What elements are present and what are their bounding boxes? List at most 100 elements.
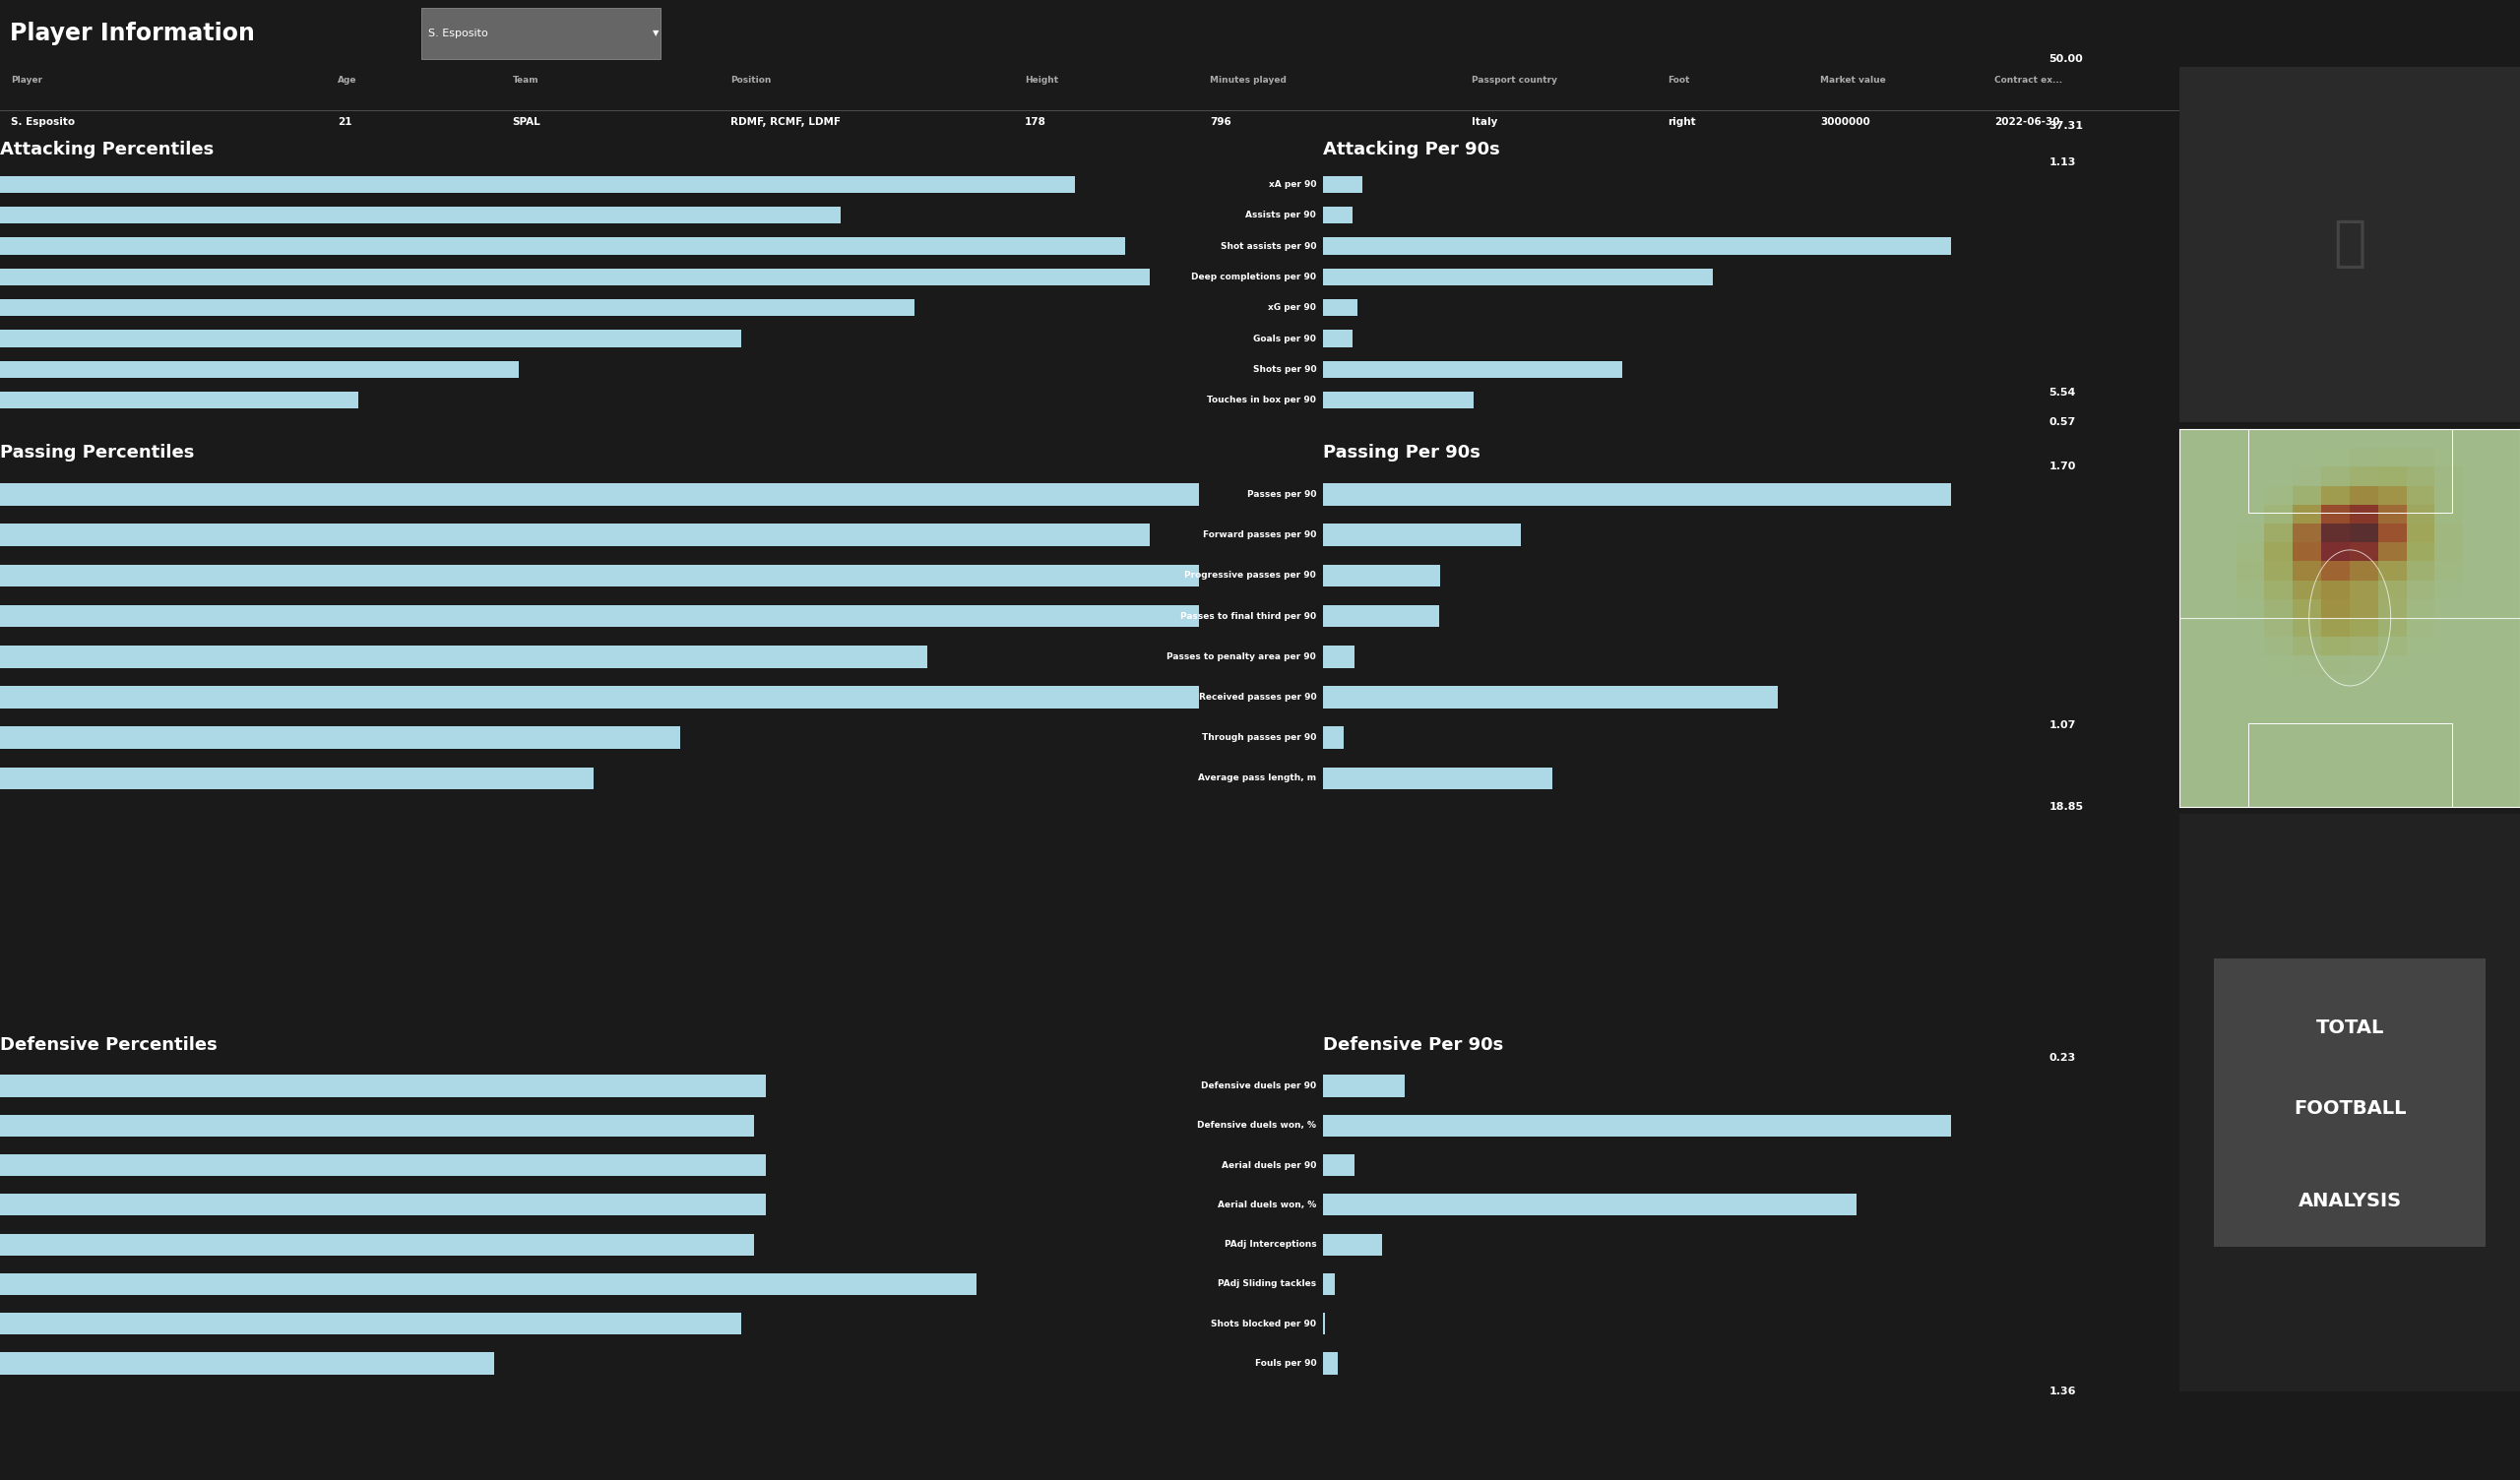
Text: Aerial duels per 90: Aerial duels per 90 (1222, 1160, 1315, 1169)
Bar (1323, 1353, 1338, 1375)
Bar (1323, 1074, 1406, 1097)
Bar (0, 1353, 494, 1375)
Text: 1.36: 1.36 (2049, 1387, 2076, 1396)
Bar (1323, 330, 1353, 346)
Text: 50.00: 50.00 (2049, 55, 2084, 64)
Text: 1.13: 1.13 (2049, 158, 2076, 167)
Text: Deep completions per 90: Deep completions per 90 (1192, 272, 1315, 281)
Text: Contract ex...: Contract ex... (1993, 75, 2061, 84)
Bar (0, 564, 1200, 586)
Text: 3000000: 3000000 (1819, 117, 1870, 127)
Bar (1323, 176, 1363, 192)
Text: 178: 178 (1026, 117, 1046, 127)
Text: Touches in box per 90: Touches in box per 90 (1207, 395, 1315, 404)
Text: Passing Percentiles: Passing Percentiles (0, 444, 194, 462)
Text: Defensive duels won, %: Defensive duels won, % (1197, 1122, 1315, 1131)
Text: Passes per 90: Passes per 90 (1247, 490, 1315, 499)
Text: Through passes per 90: Through passes per 90 (1202, 733, 1315, 741)
Text: Passes to final third per 90: Passes to final third per 90 (1179, 611, 1315, 620)
Text: TOTAL: TOTAL (2316, 1018, 2384, 1037)
Bar (1323, 361, 1623, 377)
Bar (1323, 1194, 1857, 1215)
Bar (1323, 687, 1777, 709)
Bar (1323, 1234, 1381, 1255)
Text: Italy: Italy (1472, 117, 1497, 127)
Bar (0, 392, 358, 408)
Text: Market value: Market value (1819, 75, 1885, 84)
Bar (1323, 238, 1950, 255)
Text: ▼: ▼ (653, 30, 660, 37)
Text: 796: 796 (1210, 117, 1232, 127)
Text: 2022-06-30: 2022-06-30 (1993, 117, 2059, 127)
Bar (1323, 767, 1552, 789)
Text: ANALYSIS: ANALYSIS (2298, 1191, 2402, 1211)
Text: Received passes per 90: Received passes per 90 (1200, 693, 1315, 702)
Text: Defensive Percentiles: Defensive Percentiles (0, 1036, 217, 1054)
Text: Assists per 90: Assists per 90 (1245, 210, 1315, 219)
Text: Height: Height (1026, 75, 1058, 84)
Bar (1323, 392, 1474, 408)
Text: RDMF, RCMF, LDMF: RDMF, RCMF, LDMF (731, 117, 842, 127)
Text: Defensive duels per 90: Defensive duels per 90 (1202, 1082, 1315, 1091)
Bar (0, 238, 1124, 255)
Bar (0, 207, 842, 223)
Text: Passes to penalty area per 90: Passes to penalty area per 90 (1167, 653, 1315, 662)
Text: 21: 21 (338, 117, 353, 127)
Bar (0, 176, 1076, 192)
Bar (0, 524, 1149, 546)
Bar (0, 1114, 753, 1137)
Bar (1323, 564, 1439, 586)
Bar (0, 687, 1200, 709)
Text: Minutes played: Minutes played (1210, 75, 1285, 84)
Bar (1323, 268, 1714, 286)
Text: 0.23: 0.23 (2049, 1054, 2076, 1063)
Bar (0, 299, 915, 317)
Bar (2248, 429, 2452, 512)
Bar (0, 484, 1200, 506)
Text: Shot assists per 90: Shot assists per 90 (1220, 241, 1315, 250)
Text: SPAL: SPAL (512, 117, 542, 127)
Text: Average pass length, m: Average pass length, m (1197, 774, 1315, 783)
Bar (0, 268, 1149, 286)
Bar (1323, 299, 1358, 317)
Text: FOOTBALL: FOOTBALL (2293, 1100, 2407, 1117)
Text: 0.57: 0.57 (2049, 417, 2076, 426)
Text: 1.07: 1.07 (2049, 721, 2076, 730)
Bar (2248, 724, 2452, 807)
Text: Attacking Per 90s: Attacking Per 90s (1323, 141, 1499, 158)
Text: xG per 90: xG per 90 (1268, 303, 1315, 312)
Bar (0, 645, 927, 667)
Text: PAdj Interceptions: PAdj Interceptions (1225, 1240, 1315, 1249)
Bar (1323, 605, 1439, 628)
Bar (0, 1194, 766, 1215)
Text: Position: Position (731, 75, 771, 84)
Text: 5.54: 5.54 (2049, 388, 2076, 397)
Bar (0, 361, 519, 377)
Bar (1323, 1273, 1336, 1295)
Text: Player Information: Player Information (10, 22, 255, 44)
Bar (0, 1154, 766, 1177)
Text: Player: Player (10, 75, 43, 84)
Bar (0, 727, 680, 749)
Text: 18.85: 18.85 (2049, 802, 2084, 811)
Bar (0, 1234, 753, 1255)
Text: Progressive passes per 90: Progressive passes per 90 (1184, 571, 1315, 580)
Text: Passport country: Passport country (1472, 75, 1557, 84)
Text: 👤: 👤 (2334, 218, 2366, 271)
Bar (0, 330, 741, 346)
Text: Goals per 90: Goals per 90 (1252, 334, 1315, 343)
Bar (1323, 645, 1356, 667)
Bar (1323, 524, 1522, 546)
Text: S. Esposito: S. Esposito (10, 117, 76, 127)
Bar (1323, 484, 1950, 506)
Text: Team: Team (512, 75, 539, 84)
Text: Shots per 90: Shots per 90 (1252, 366, 1315, 374)
Text: Attacking Percentiles: Attacking Percentiles (0, 141, 214, 158)
Bar (0, 605, 1200, 628)
Text: Age: Age (338, 75, 358, 84)
Text: Defensive Per 90s: Defensive Per 90s (1323, 1036, 1504, 1054)
Bar (1323, 1154, 1353, 1177)
Text: S. Esposito: S. Esposito (428, 28, 489, 38)
Text: right: right (1668, 117, 1696, 127)
Bar (1323, 1114, 1950, 1137)
